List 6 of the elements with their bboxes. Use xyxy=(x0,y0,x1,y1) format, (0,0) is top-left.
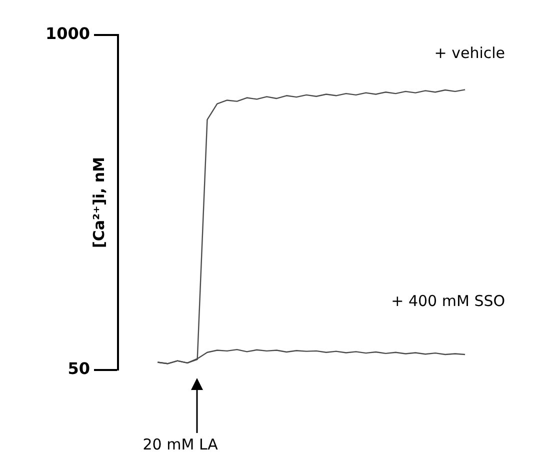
y-tick-label: 50 xyxy=(68,359,90,378)
text: 20 mM LA xyxy=(142,435,219,454)
text: + 400 mM SSO xyxy=(391,292,506,310)
y-tick-label: 1000 xyxy=(45,24,90,44)
y-axis-title: [Ca²⁺]i, nM xyxy=(90,157,108,248)
series-label: + vehicle xyxy=(434,44,506,62)
